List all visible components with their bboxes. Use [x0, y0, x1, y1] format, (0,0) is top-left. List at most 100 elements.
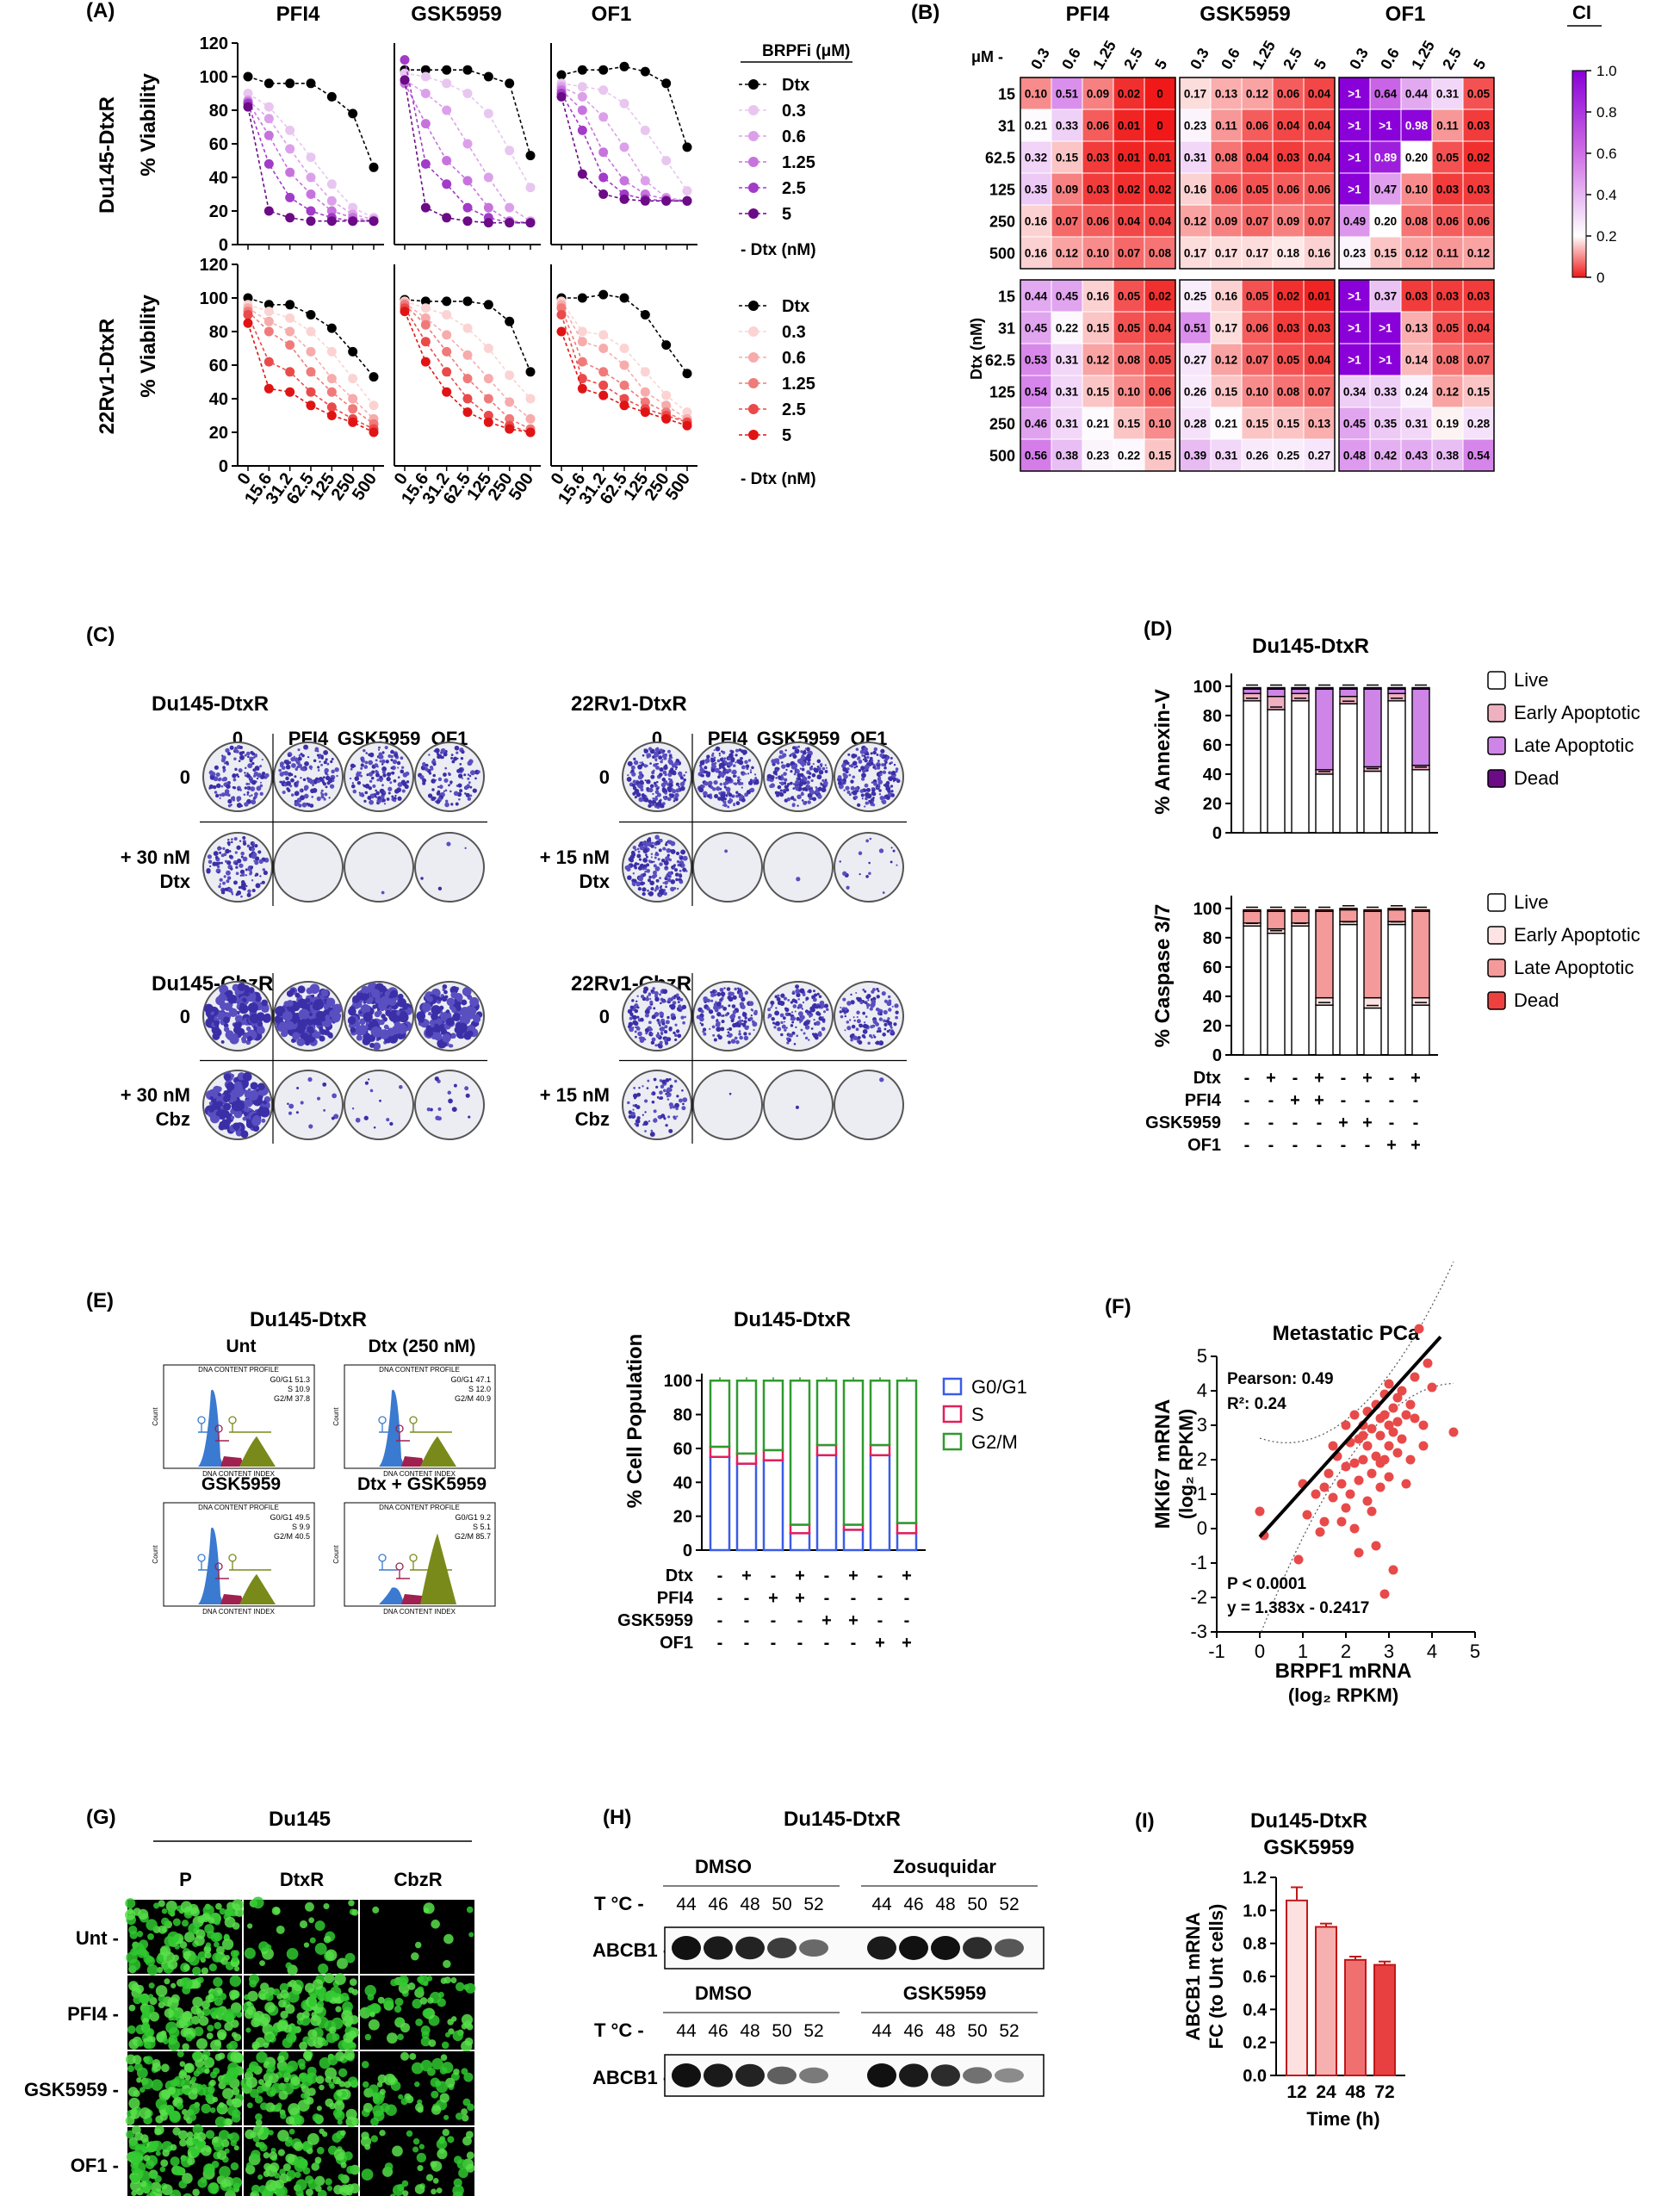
d-bar-early-apoptotic [1412, 998, 1429, 1006]
g-cell [186, 2034, 193, 2041]
c-colony [790, 782, 793, 785]
c-colony [286, 765, 291, 770]
a-ytick-label: 100 [200, 68, 228, 87]
c-colony [857, 1019, 861, 1023]
c-colony [472, 1009, 476, 1014]
c-colony [291, 989, 295, 993]
b-cell-value: 0.35 [1025, 183, 1048, 196]
d-legend-label: Late Apoptotic [1514, 957, 1634, 978]
c-colony [277, 1012, 282, 1016]
b-cell-value: 0.08 [1277, 386, 1300, 399]
c-colony [361, 763, 364, 766]
e-flow-stat: G0/G1 9.2 [455, 1513, 491, 1522]
c-colony [656, 1033, 660, 1038]
c-colony [679, 998, 683, 1002]
b-cell-value: 0.09 [1215, 215, 1237, 228]
c-colony [388, 998, 396, 1006]
c-row-label: + 30 nM [121, 1084, 190, 1106]
d-ytick-label: 0 [1212, 1046, 1222, 1065]
c-colony [790, 770, 792, 772]
g-cell [170, 1983, 176, 1988]
c-colony [384, 803, 386, 804]
b-row-label: 250 [989, 214, 1015, 231]
c-colony [808, 1039, 809, 1040]
c-colony [651, 1130, 654, 1132]
b-col-label: 0.6 [1058, 45, 1084, 72]
c-colony [672, 789, 676, 793]
c-colony [251, 1116, 261, 1126]
c-colony [844, 1029, 846, 1031]
c-colony [851, 786, 855, 791]
d-legend-label: Dead [1514, 767, 1559, 789]
f-ytick-label: -2 [1190, 1586, 1207, 1608]
c-colony [257, 1026, 265, 1034]
c-colony [254, 844, 257, 847]
panel-label-e: (E) [86, 1289, 114, 1312]
a-point [400, 55, 410, 65]
c-colony [709, 1028, 710, 1030]
c-colony [658, 1021, 661, 1025]
c-colony [868, 872, 871, 875]
c-colony [808, 776, 811, 779]
c-colony [646, 856, 648, 859]
a-point [442, 179, 451, 189]
e-bar-g0g1 [871, 1455, 890, 1550]
g-cell [351, 1909, 358, 1916]
c-colony [633, 780, 636, 784]
d-bar-live [1340, 925, 1357, 1055]
c-colony [257, 1082, 265, 1090]
e-treat-sign: + [768, 1589, 778, 1608]
c-colony [223, 1017, 230, 1024]
c-colony [854, 1020, 856, 1021]
c-colony [250, 786, 255, 791]
c-colony [777, 791, 780, 795]
b-title-pfi4: PFI4 [1066, 3, 1110, 26]
g-cell [300, 1920, 307, 1928]
d-treat-sign: + [1362, 1069, 1373, 1088]
c-colony [817, 1032, 822, 1037]
c-colony [401, 766, 404, 769]
c-colony [378, 749, 380, 751]
b-cell-value: 0.03 [1467, 120, 1491, 133]
b-cell-value: 0.03 [1087, 152, 1110, 164]
c-colony [257, 850, 261, 853]
a-point [421, 303, 431, 313]
b-cell-value: 0.08 [1149, 247, 1172, 260]
c-colony [654, 847, 656, 848]
c-row-label: 0 [599, 766, 610, 788]
c-colony [874, 767, 877, 770]
b-cell-value: 0.07 [1467, 354, 1490, 367]
c-colony [381, 986, 387, 992]
c-colony [230, 1035, 239, 1045]
d-bar-live [1268, 934, 1285, 1055]
g-cell [223, 2011, 234, 2022]
a-point [307, 216, 316, 226]
c-colony [297, 748, 300, 751]
c-colony [650, 785, 654, 789]
d-bar-dead [1316, 688, 1333, 690]
c-colony [654, 1078, 657, 1082]
b-cell-value: 0.37 [1374, 290, 1397, 303]
c-colony [860, 766, 865, 770]
c-colony [667, 872, 672, 876]
a-point [505, 203, 514, 213]
d-bar-dead [1364, 688, 1381, 690]
c-colony [784, 996, 787, 1000]
c-colony [727, 996, 731, 1000]
e-ytick-label: 100 [664, 1372, 692, 1391]
c-colony [879, 1030, 882, 1033]
d-bar-late-apoptotic [1243, 911, 1261, 923]
c-colony [365, 1082, 369, 1085]
a-point [578, 384, 587, 394]
c-colony [685, 870, 688, 872]
c-colony [244, 1089, 250, 1095]
c-colony [865, 784, 869, 788]
c-colony [645, 1014, 649, 1018]
c-colony [728, 1027, 732, 1031]
c-colony [654, 834, 660, 840]
c-colony [443, 779, 448, 783]
f-point [1342, 1462, 1351, 1472]
c-colony [435, 801, 437, 803]
a-point [327, 216, 337, 226]
d-bar-late-apoptotic [1364, 689, 1381, 766]
